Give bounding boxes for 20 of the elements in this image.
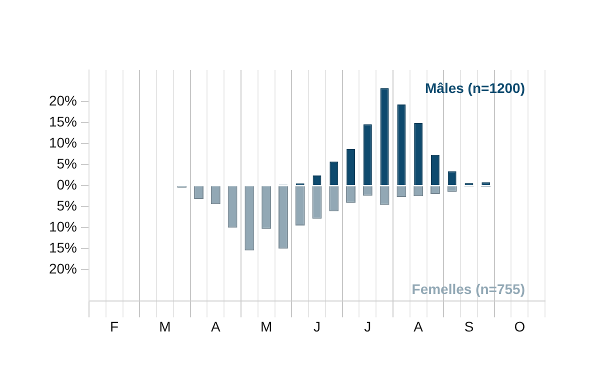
y-tick-label: 20% [48, 260, 77, 277]
y-tick-label: 0% [56, 176, 77, 192]
x-tick-label: J [314, 318, 320, 334]
x-tick-label: F [110, 318, 119, 334]
text: Femelles (n=755) [412, 281, 525, 298]
y-tick-label: 10% [48, 134, 77, 150]
y-tick-label: 5% [56, 197, 77, 214]
y-tick-label: 15% [48, 240, 77, 256]
y-tick-label: 15% [48, 113, 77, 130]
x-tick-label: A [210, 318, 221, 334]
y-tick-label: 10% [48, 218, 77, 234]
x-tick-label: M [260, 318, 272, 334]
x-tick-label: A [414, 318, 424, 334]
y-tick-label: 20% [48, 92, 77, 108]
x-tick-label: O [514, 318, 526, 334]
x-tick-label: S [464, 318, 474, 334]
x-tick-label: J [364, 318, 372, 334]
y-tick-label: 5% [56, 155, 77, 172]
series-label: Mâles (n=1200) [425, 80, 525, 96]
x-tick-label: M [159, 318, 171, 334]
